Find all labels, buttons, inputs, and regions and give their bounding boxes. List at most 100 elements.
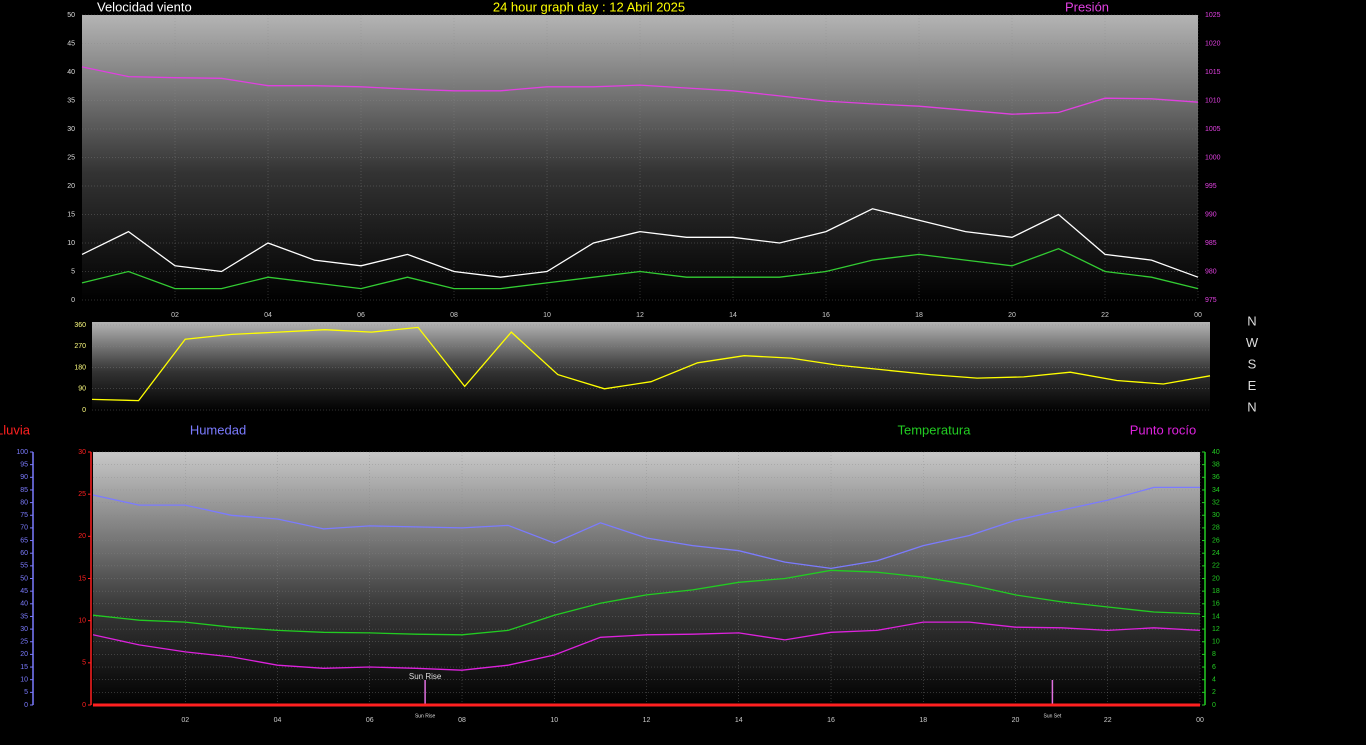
y-tick-label: 12 bbox=[1212, 626, 1220, 633]
x-tick-label: 00 bbox=[1196, 717, 1204, 724]
x-tick-label: 02 bbox=[181, 717, 189, 724]
y-tick-label: 985 bbox=[1205, 240, 1217, 247]
series-line bbox=[91, 326, 1211, 402]
y-tick-label: 995 bbox=[1205, 183, 1217, 190]
y-tick-label: 80 bbox=[20, 499, 28, 506]
x-tick-label: 22 bbox=[1101, 312, 1109, 319]
x-tick-label: 22 bbox=[1104, 717, 1112, 724]
sun-label-top: Sun Rise bbox=[409, 672, 442, 681]
y-tick-label: 15 bbox=[67, 211, 75, 218]
x-tick-label: 06 bbox=[366, 717, 374, 724]
y-tick-label: 40 bbox=[20, 601, 28, 608]
y-tick-label: 40 bbox=[1212, 449, 1220, 456]
y-tick-label: 975 bbox=[1205, 297, 1217, 304]
y-tick-label: 1025 bbox=[1205, 12, 1221, 19]
y-tick-label: 360 bbox=[74, 322, 86, 329]
y-tick-label: 20 bbox=[78, 533, 86, 540]
y-tick-label: 1020 bbox=[1205, 40, 1221, 47]
x-tick-label: 14 bbox=[735, 717, 743, 724]
x-tick-label: 00 bbox=[1194, 312, 1202, 319]
y-tick-label: 30 bbox=[78, 449, 86, 456]
x-tick-label: 18 bbox=[915, 312, 923, 319]
y-tick-label: 980 bbox=[1205, 268, 1217, 275]
x-tick-label: 20 bbox=[1008, 312, 1016, 319]
y-tick-label: 38 bbox=[1212, 461, 1220, 468]
y-tick-label: 35 bbox=[20, 613, 28, 620]
y-tick-label: 25 bbox=[78, 491, 86, 498]
y-tick-label: 0 bbox=[82, 407, 86, 414]
sun-label: Sun Set bbox=[1044, 713, 1062, 719]
x-tick-label: 12 bbox=[636, 312, 644, 319]
series-label: Punto rocío bbox=[1130, 422, 1197, 437]
y-tick-label: 25 bbox=[20, 639, 28, 646]
y-tick-label: 20 bbox=[67, 183, 75, 190]
y-tick-label: 990 bbox=[1205, 211, 1217, 218]
compass-label: N bbox=[1247, 399, 1256, 414]
y-tick-label: 10 bbox=[67, 240, 75, 247]
y-tick-label: 20 bbox=[20, 651, 28, 658]
compass-label: S bbox=[1248, 356, 1257, 371]
y-tick-label: 45 bbox=[20, 588, 28, 595]
y-tick-label: 0 bbox=[1212, 702, 1216, 709]
x-tick-label: 18 bbox=[919, 717, 927, 724]
series-line bbox=[92, 621, 1201, 671]
series-label: Temperatura bbox=[898, 422, 972, 437]
x-tick-label: 04 bbox=[264, 312, 272, 319]
x-tick-label: 16 bbox=[827, 717, 835, 724]
y-tick-label: 6 bbox=[1212, 664, 1216, 671]
y-tick-label: 90 bbox=[78, 386, 86, 393]
x-tick-label: 04 bbox=[274, 717, 282, 724]
x-tick-label: 08 bbox=[450, 312, 458, 319]
x-tick-label: 10 bbox=[550, 717, 558, 724]
x-tick-label: 16 bbox=[822, 312, 830, 319]
y-tick-label: 18 bbox=[1212, 588, 1220, 595]
chart-title: 24 hour graph day : 12 Abril 2025 bbox=[493, 0, 685, 14]
y-tick-label: 10 bbox=[78, 618, 86, 625]
y-tick-label: 2 bbox=[1212, 689, 1216, 696]
series-label: Humedad bbox=[190, 422, 246, 437]
y-tick-label: 4 bbox=[1212, 677, 1216, 684]
y-tick-label: 180 bbox=[74, 364, 86, 371]
y-tick-label: 24 bbox=[1212, 550, 1220, 557]
x-tick-label: 06 bbox=[357, 312, 365, 319]
y-tick-label: 15 bbox=[78, 575, 86, 582]
direction-panel bbox=[92, 322, 1210, 412]
y-tick-label: 36 bbox=[1212, 474, 1220, 481]
x-tick-label: 20 bbox=[1012, 717, 1020, 724]
series-label: Lluvia bbox=[0, 422, 31, 437]
y-tick-label: 5 bbox=[82, 660, 86, 667]
compass-label: N bbox=[1247, 313, 1256, 328]
y-tick-label: 45 bbox=[67, 40, 75, 47]
y-tick-label: 0 bbox=[82, 702, 86, 709]
y-tick-label: 70 bbox=[20, 525, 28, 532]
y-tick-label: 75 bbox=[20, 512, 28, 519]
y-tick-label: 1015 bbox=[1205, 69, 1221, 76]
series-line bbox=[81, 66, 1199, 115]
x-tick-label: 02 bbox=[171, 312, 179, 319]
y-tick-label: 30 bbox=[67, 126, 75, 133]
y-tick-label: 14 bbox=[1212, 613, 1220, 620]
y-tick-label: 270 bbox=[74, 343, 86, 350]
series-label: Presión bbox=[1065, 0, 1109, 14]
y-tick-label: 95 bbox=[20, 461, 28, 468]
y-tick-label: 55 bbox=[20, 563, 28, 570]
sun-label: Sun Rise bbox=[415, 713, 436, 719]
y-tick-label: 5 bbox=[71, 268, 75, 275]
compass-label: E bbox=[1248, 378, 1257, 393]
y-tick-label: 32 bbox=[1212, 499, 1220, 506]
y-tick-label: 16 bbox=[1212, 601, 1220, 608]
y-tick-label: 25 bbox=[67, 154, 75, 161]
y-tick-label: 30 bbox=[1212, 512, 1220, 519]
y-tick-label: 65 bbox=[20, 537, 28, 544]
y-tick-label: 0 bbox=[71, 297, 75, 304]
y-tick-label: 90 bbox=[20, 474, 28, 481]
y-tick-label: 0 bbox=[24, 702, 28, 709]
x-tick-label: 10 bbox=[543, 312, 551, 319]
series-label: Velocidad viento bbox=[97, 0, 192, 14]
series-line bbox=[81, 208, 1199, 278]
y-tick-label: 60 bbox=[20, 550, 28, 557]
y-tick-label: 30 bbox=[20, 626, 28, 633]
y-tick-label: 34 bbox=[1212, 487, 1220, 494]
y-tick-label: 26 bbox=[1212, 537, 1220, 544]
